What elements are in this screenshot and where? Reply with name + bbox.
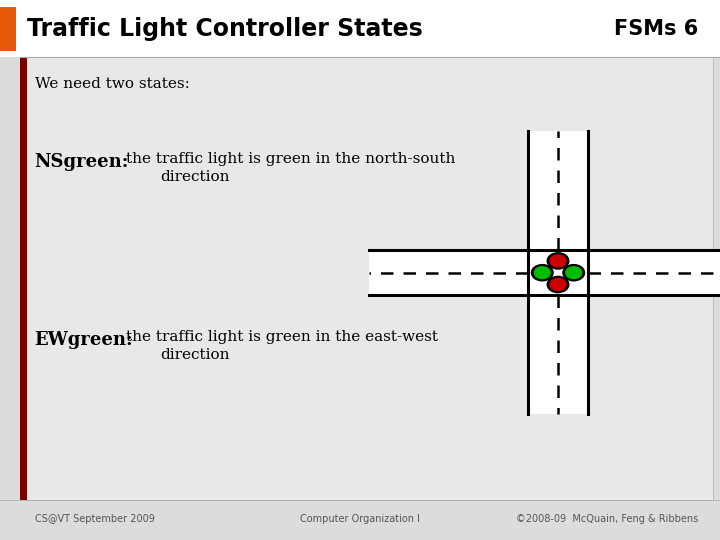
Text: Computer Organization I: Computer Organization I <box>300 515 420 524</box>
Bar <box>528 131 588 414</box>
Text: direction: direction <box>160 348 230 362</box>
Text: direction: direction <box>160 170 230 184</box>
FancyBboxPatch shape <box>20 57 27 500</box>
Circle shape <box>534 267 550 279</box>
Circle shape <box>550 255 566 267</box>
Text: FSMs 6: FSMs 6 <box>614 18 698 39</box>
FancyBboxPatch shape <box>0 7 16 51</box>
Bar <box>369 250 720 295</box>
Circle shape <box>547 253 569 269</box>
Text: Traffic Light Controller States: Traffic Light Controller States <box>27 17 423 40</box>
Text: NSgreen:: NSgreen: <box>35 153 129 171</box>
Text: the traffic light is green in the north-south: the traffic light is green in the north-… <box>126 152 455 166</box>
Circle shape <box>563 265 585 281</box>
Bar <box>528 250 588 295</box>
Text: EWgreen:: EWgreen: <box>35 331 133 349</box>
FancyBboxPatch shape <box>20 57 713 500</box>
FancyBboxPatch shape <box>0 0 720 57</box>
Circle shape <box>531 265 553 281</box>
Circle shape <box>550 279 566 291</box>
Circle shape <box>547 276 569 293</box>
Circle shape <box>566 267 582 279</box>
Text: We need two states:: We need two states: <box>35 77 189 91</box>
Text: the traffic light is green in the east-west: the traffic light is green in the east-w… <box>126 330 438 345</box>
Text: ©2008-09  McQuain, Feng & Ribbens: ©2008-09 McQuain, Feng & Ribbens <box>516 515 698 524</box>
Text: CS@VT September 2009: CS@VT September 2009 <box>35 515 154 524</box>
